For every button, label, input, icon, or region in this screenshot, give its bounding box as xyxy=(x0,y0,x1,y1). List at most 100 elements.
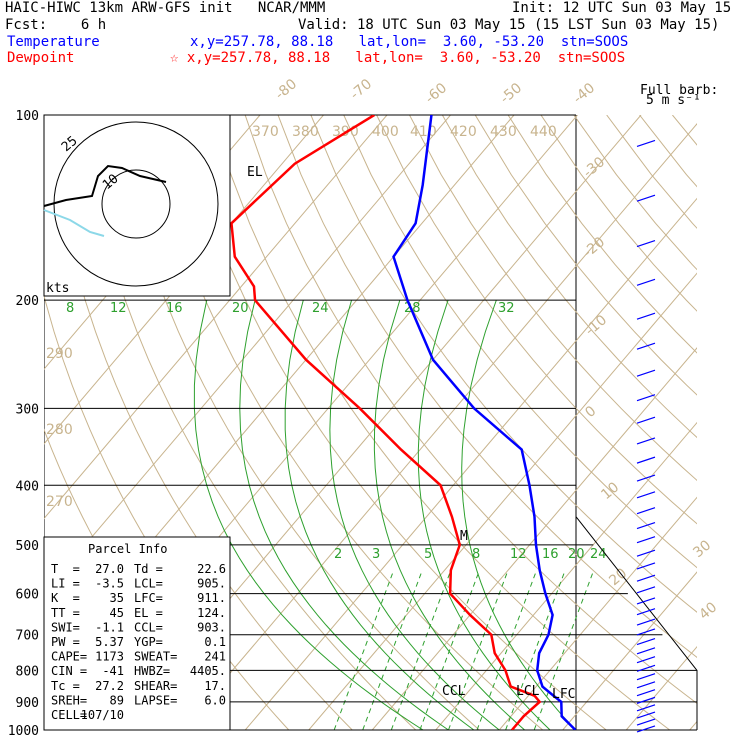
wind-barb xyxy=(636,647,656,655)
mixing-ratio-line xyxy=(362,570,423,730)
parcel-key: LI = xyxy=(51,577,80,591)
theta-label: 420 xyxy=(450,124,477,140)
theta-label: 290 xyxy=(46,346,73,362)
mixing-ratio-line xyxy=(447,570,509,730)
pressure-label: 700 xyxy=(16,629,39,644)
parcel-key: LAPSE= xyxy=(134,693,177,707)
wind-barb xyxy=(636,522,656,530)
wind-barb xyxy=(636,491,656,499)
mixing-ratio-label: 8 xyxy=(472,547,480,562)
wind-barb xyxy=(636,562,656,570)
parcel-key: CELL= xyxy=(51,708,87,722)
isotherm-label: -70 xyxy=(347,76,375,103)
wind-barb xyxy=(636,586,656,594)
moist-adiabat-line xyxy=(239,300,449,730)
parcel-key: YGP= xyxy=(134,635,163,649)
dry-adiabat-line xyxy=(376,115,697,525)
parcel-value: 89 xyxy=(110,693,124,707)
wind-barb-units: 5 m s⁻¹ xyxy=(646,93,701,108)
moist-adiabat-line xyxy=(329,299,500,730)
mixing-ratio-line xyxy=(390,570,452,730)
dry-adiabat-line xyxy=(310,115,697,613)
parcel-key: CIN = xyxy=(51,664,87,678)
level-annotation: CCL xyxy=(442,684,466,699)
wind-barb xyxy=(636,718,656,726)
parcel-key: SWI= xyxy=(51,620,80,634)
isotherm-label: -60 xyxy=(422,80,450,107)
hodograph-box xyxy=(43,114,231,297)
mixing-ratio-line xyxy=(505,570,566,730)
dry-adiabat-line xyxy=(277,115,697,659)
isotherm-line xyxy=(625,645,697,730)
parcel-value: 241 xyxy=(204,650,226,664)
dry-adiabat-line xyxy=(441,115,697,439)
parcel-key: K = xyxy=(51,591,80,605)
parcel-value: 6.0 xyxy=(204,693,226,707)
wind-barb xyxy=(636,673,656,681)
parcel-value: -41 xyxy=(102,664,124,678)
dry-adiabat-line xyxy=(474,115,697,396)
level-annotation: LCL xyxy=(516,684,540,699)
parcel-value: 17. xyxy=(204,679,226,693)
mixing-ratio-label: 24 xyxy=(590,547,607,562)
dry-adiabat-line xyxy=(507,115,697,354)
moist-adiabat-label: 24 xyxy=(312,301,329,316)
wind-barb xyxy=(636,312,656,320)
isotherm-line xyxy=(498,496,697,730)
wind-barb xyxy=(636,536,656,544)
isotherm-label: 0 xyxy=(582,403,599,421)
isotherm-label: -80 xyxy=(272,76,300,103)
parcel-key: CCL= xyxy=(134,620,163,634)
wind-barb xyxy=(636,394,656,402)
wind-barb xyxy=(636,618,656,626)
dry-adiabat-line xyxy=(343,115,697,569)
pressure-label: 400 xyxy=(16,479,39,494)
parcel-key: SREH= xyxy=(51,693,87,707)
wind-barb xyxy=(636,628,656,636)
hodograph-trace xyxy=(43,164,167,207)
parcel-value: 27.2 xyxy=(95,679,124,693)
pressure-label: 100 xyxy=(16,109,39,124)
isotherm-label: -10 xyxy=(582,312,610,339)
moist-adiabat-label: 12 xyxy=(110,301,127,316)
parcel-info-box xyxy=(43,536,231,731)
dry-adiabat-line xyxy=(573,115,697,271)
isotherm-line xyxy=(562,571,697,730)
parcel-value: 27.0 xyxy=(95,562,124,576)
moist-adiabat-line xyxy=(284,300,475,730)
parcel-key: SWEAT= xyxy=(134,650,177,664)
parcel-key: LFC= xyxy=(134,591,163,605)
wind-barb xyxy=(636,725,656,733)
mixing-ratio-label: 3 xyxy=(372,547,380,562)
pressure-label: 300 xyxy=(16,402,39,417)
pressure-label: 200 xyxy=(16,294,39,309)
parcel-key: SHEAR= xyxy=(134,679,177,693)
pressure-label: 800 xyxy=(16,664,39,679)
mixing-ratio-line xyxy=(533,570,595,730)
isotherm-label: -50 xyxy=(497,80,525,107)
parcel-value: 5.37 xyxy=(95,635,124,649)
pressure-label: 600 xyxy=(16,588,39,603)
isotherm-line xyxy=(244,197,697,730)
parcel-key: EL = xyxy=(134,606,163,620)
wind-barb xyxy=(636,342,656,350)
theta-label: 270 xyxy=(46,494,73,510)
temperature-location-info: x,y=257.78, 88.18 lat,lon= 3.60, -53.20 … xyxy=(190,34,629,50)
wind-barb xyxy=(636,456,656,464)
isotherm-label: -20 xyxy=(580,234,608,261)
wind-barb xyxy=(636,549,656,557)
dry-adiabat-line xyxy=(409,115,697,482)
wind-barb xyxy=(636,637,656,646)
parcel-key: HWBZ= xyxy=(134,664,170,678)
wind-barb xyxy=(636,574,656,582)
hodograph-trace-low xyxy=(43,209,105,237)
wind-barb xyxy=(636,369,656,377)
parcel-value: -1.1 xyxy=(95,620,124,634)
theta-label: 370 xyxy=(252,124,279,140)
wind-barb xyxy=(636,239,656,248)
parcel-value: 905. xyxy=(197,577,226,591)
theta-label: 430 xyxy=(490,124,517,140)
wind-barb xyxy=(636,681,656,689)
isotherm-line xyxy=(308,272,697,730)
isotherm-line xyxy=(435,421,697,730)
